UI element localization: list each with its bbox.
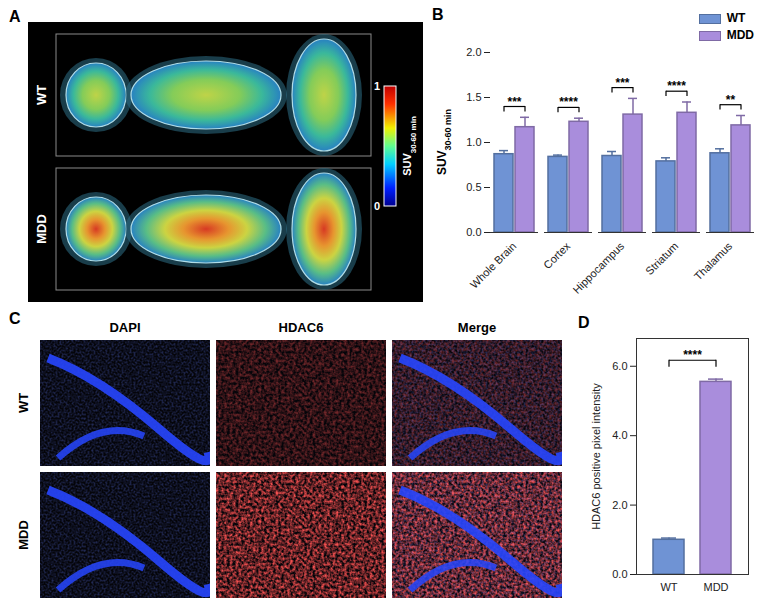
svg-text:***: ***: [507, 95, 521, 109]
svg-text:WT: WT: [660, 581, 677, 593]
svg-text:****: ****: [667, 79, 686, 93]
svg-text:****: ****: [683, 348, 702, 362]
svg-text:MDD: MDD: [703, 581, 728, 593]
svg-text:Thalamus: Thalamus: [692, 239, 735, 282]
svg-text:1: 1: [374, 80, 380, 92]
svg-text:WT: WT: [34, 85, 49, 105]
svg-text:0.0: 0.0: [466, 226, 481, 238]
svg-text:**: **: [726, 93, 736, 107]
svg-text:Whole Brain: Whole Brain: [468, 240, 519, 291]
svg-text:DAPI: DAPI: [109, 320, 140, 335]
svg-text:4.0: 4.0: [612, 429, 627, 441]
svg-text:SUV30-60 min: SUV30-60 min: [435, 109, 453, 175]
svg-text:Hippocampus: Hippocampus: [570, 239, 626, 295]
svg-text:1.0: 1.0: [466, 136, 481, 148]
svg-text:Merge: Merge: [458, 320, 496, 335]
svg-text:MDD: MDD: [16, 520, 31, 550]
svg-text:6.0: 6.0: [612, 360, 627, 372]
svg-text:Cortex: Cortex: [541, 239, 573, 271]
html-text:B: B: [432, 6, 444, 23]
svg-text:SUV30-60 min: SUV30-60 min: [401, 116, 418, 176]
svg-text:***: ***: [615, 76, 629, 90]
svg-text:HDAC6: HDAC6: [279, 320, 324, 335]
svg-text:2.0: 2.0: [466, 46, 481, 58]
svg-text:2.0: 2.0: [612, 499, 627, 511]
svg-text:1.5: 1.5: [466, 91, 481, 103]
svg-text:WT: WT: [16, 393, 31, 413]
svg-text:0: 0: [374, 200, 380, 212]
svg-text:0.5: 0.5: [466, 181, 481, 193]
svg-text:A: A: [9, 8, 21, 25]
svg-text:****: ****: [559, 95, 578, 109]
html-text:D: D: [578, 314, 590, 331]
svg-text:C: C: [9, 310, 21, 327]
svg-text:MDD: MDD: [34, 214, 49, 244]
svg-text:HDAC6 positive pixel intensity: HDAC6 positive pixel intensity: [590, 383, 602, 530]
svg-text:Striatum: Striatum: [643, 240, 680, 277]
html-text:WT: WT: [726, 11, 746, 25]
html-text:MDD: MDD: [726, 28, 754, 42]
svg-text:0.0: 0.0: [612, 568, 627, 580]
